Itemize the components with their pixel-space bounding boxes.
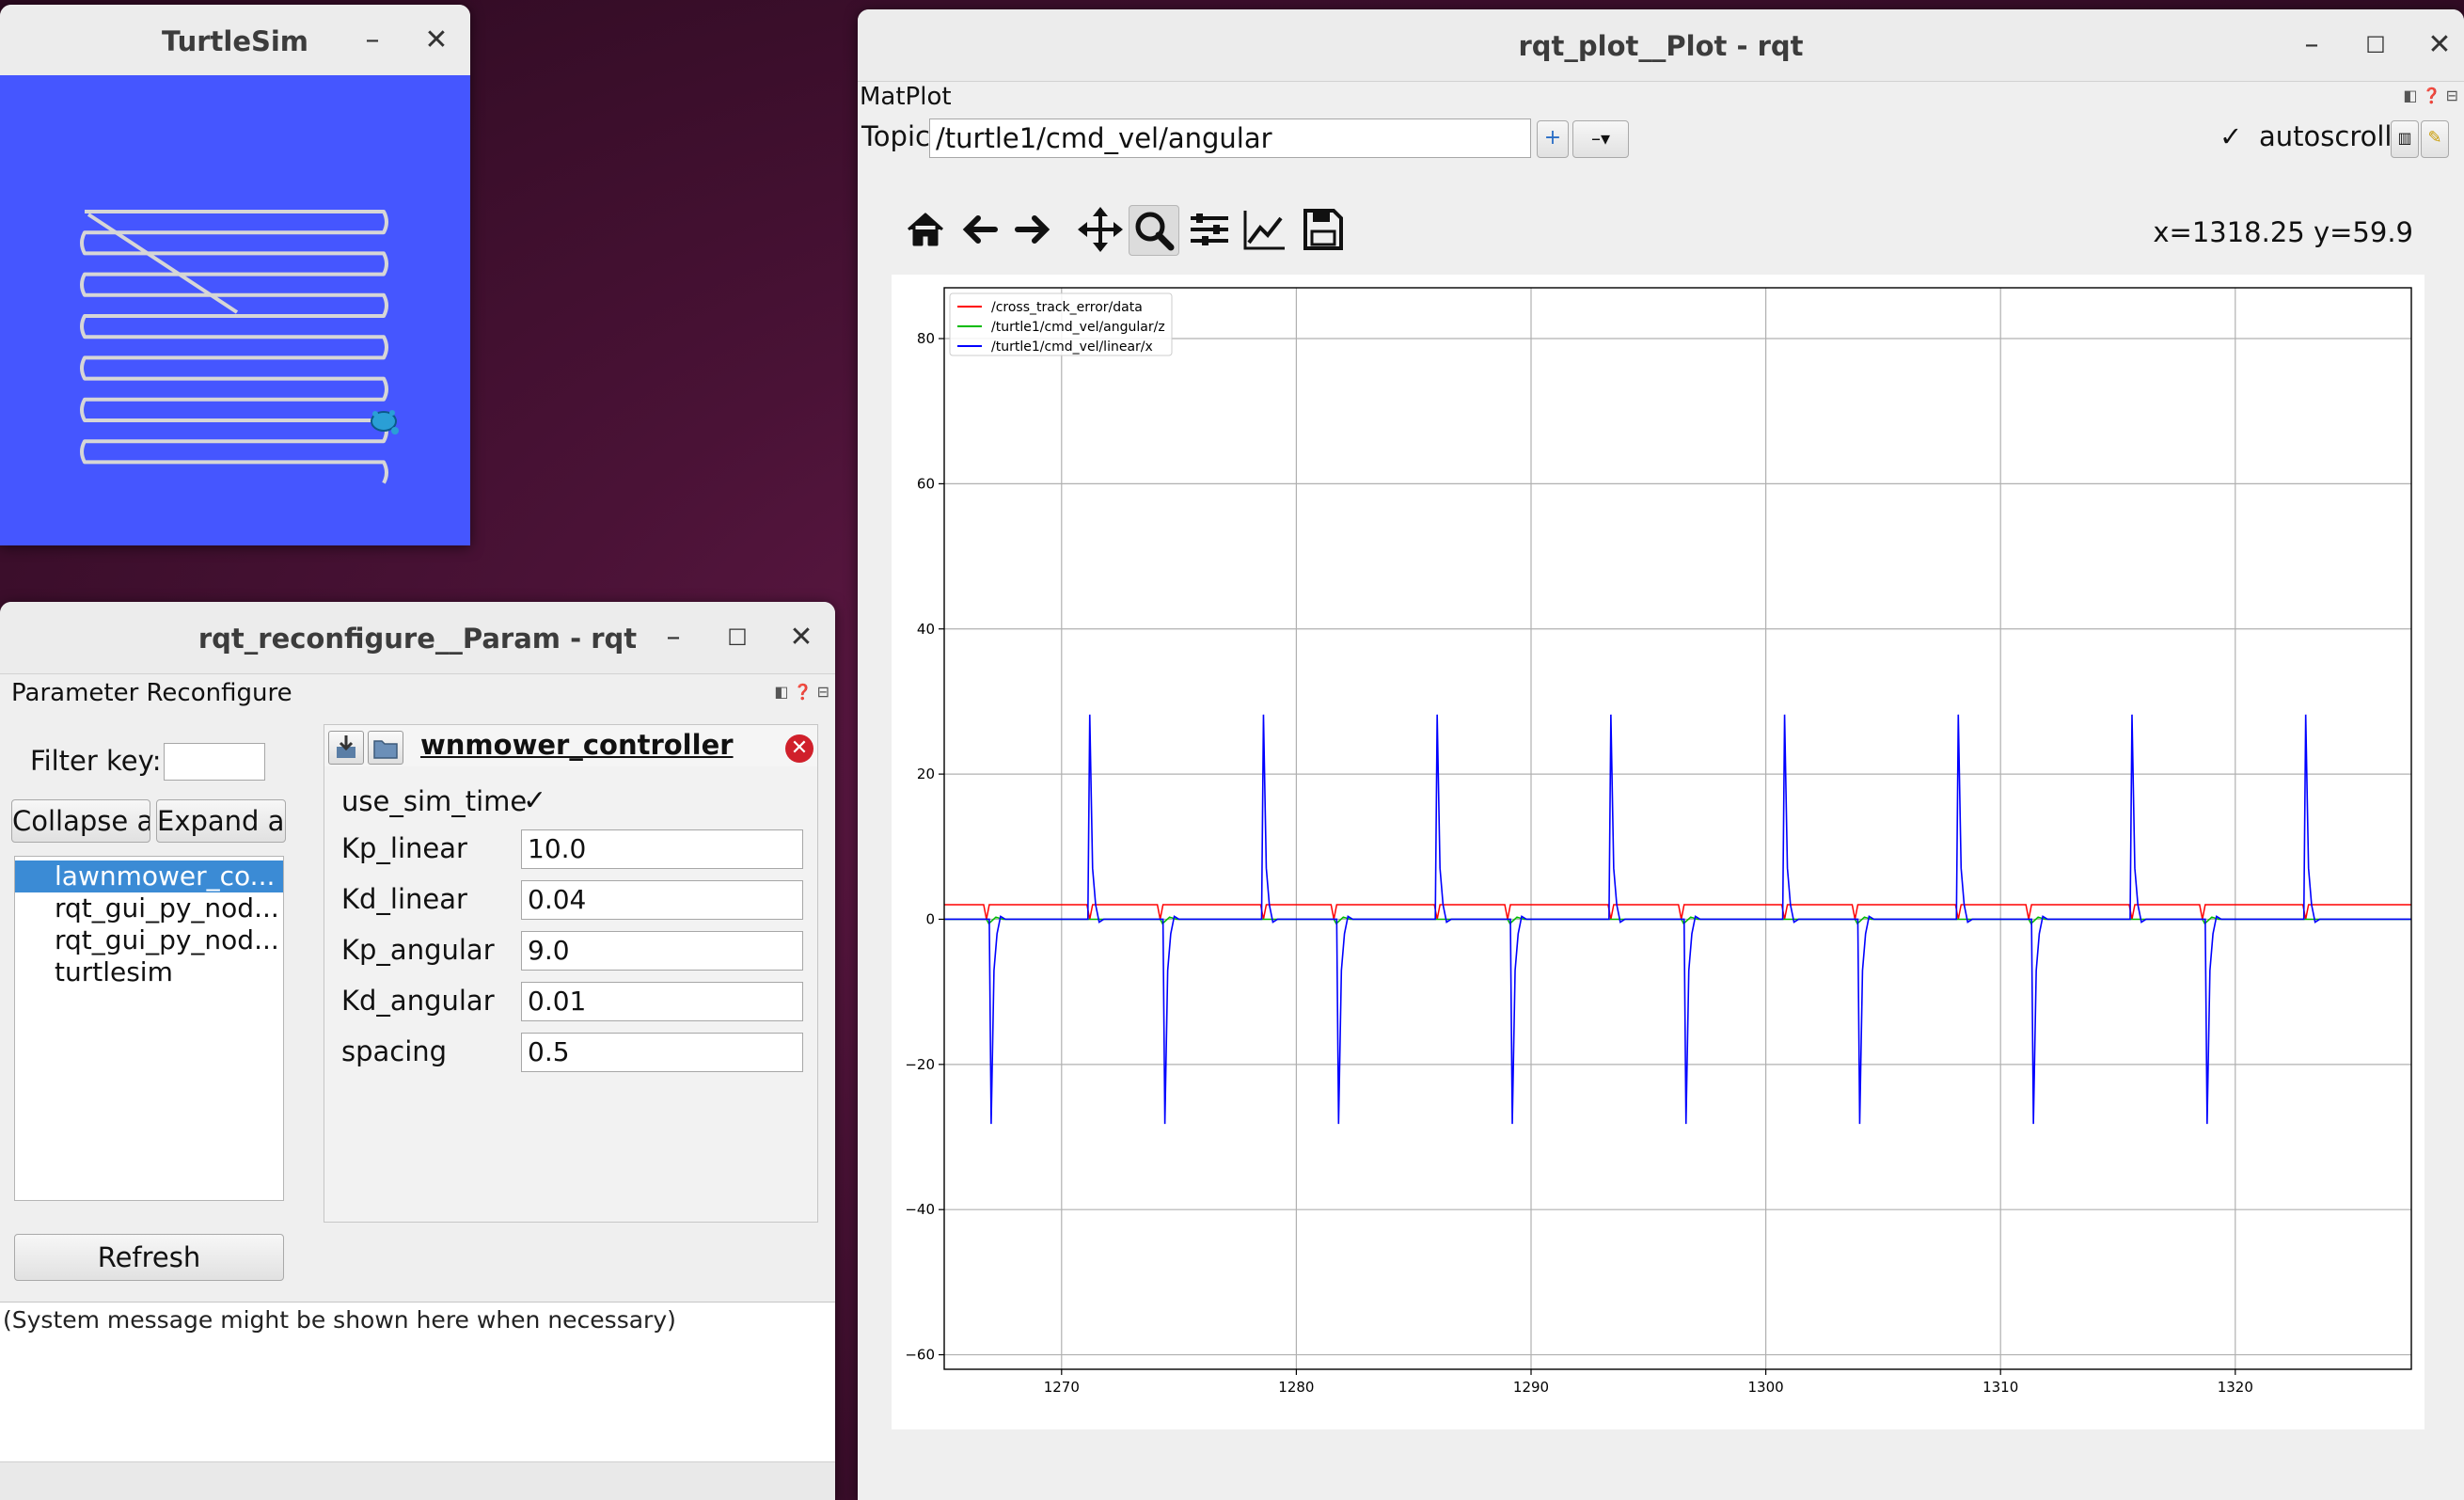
- system-message-area: (System message might be shown here when…: [0, 1302, 835, 1462]
- param-reconfigure-window: rqt_reconfigure__Param - rqt – ☐ ✕ Param…: [0, 602, 835, 1500]
- node-title: wnmower_controller: [420, 729, 734, 761]
- param-dock-header: Parameter Reconfigure ◧ ❓ ⊟: [0, 679, 835, 707]
- plot-figure[interactable]: 1270 1280 1290 1300 1310 1320 −60 −40 −20 0 20 40 60…: [892, 275, 2425, 1429]
- x-tick-label: 1280: [1278, 1379, 1314, 1396]
- topic-input[interactable]: /turtle1/cmd_vel/angular: [929, 118, 1531, 158]
- topic-label: Topic: [861, 120, 930, 152]
- param-name-kd-linear: Kd_linear: [341, 883, 467, 915]
- editor-header: [324, 725, 817, 766]
- spacing-field[interactable]: 0.5: [521, 1033, 803, 1072]
- expand-all-button[interactable]: Expand all: [156, 799, 286, 843]
- autoscroll-label: autoscroll: [2259, 120, 2393, 152]
- close-icon[interactable]: ✕: [424, 24, 449, 56]
- kd-linear-field[interactable]: 0.04: [521, 880, 803, 920]
- turtle-canvas: [0, 75, 470, 545]
- turtlesim-titlebar[interactable]: TurtleSim – ✕: [0, 5, 470, 76]
- x-tick-label: 1300: [1748, 1379, 1784, 1396]
- plot-dock-header: MatPlot ◧ ❓ ⊟: [858, 83, 2464, 111]
- plot-window: rqt_plot__Plot - rqt – ☐ ✕ MatPlot ◧ ❓ ⊟…: [858, 9, 2464, 1500]
- y-tick-label: 0: [925, 910, 935, 927]
- edit-axis-icon[interactable]: [1240, 205, 1288, 254]
- load-icon[interactable]: [328, 731, 364, 765]
- minimize-icon[interactable]: –: [2304, 28, 2319, 61]
- y-tick-label: 60: [917, 475, 935, 492]
- pan-icon[interactable]: [1076, 205, 1125, 254]
- clear-icon[interactable]: ✎: [2421, 120, 2449, 158]
- system-message: (System message might be shown here when…: [3, 1306, 676, 1334]
- legend-box: [949, 292, 1173, 356]
- mow-path-line: [80, 210, 388, 484]
- filter-input[interactable]: [164, 743, 265, 781]
- legend-label: /turtle1/cmd_vel/linear/x: [991, 339, 1153, 355]
- add-topic-button[interactable]: +: [1537, 120, 1569, 158]
- node-item-rqt-gui-1[interactable]: rqt_gui_py_nod...: [55, 892, 279, 924]
- series-linear-x: [944, 714, 2411, 1125]
- maximize-icon[interactable]: ☐: [727, 624, 748, 651]
- y-tick-label: 80: [917, 330, 935, 347]
- use-sim-time-checkbox[interactable]: ✓: [523, 784, 547, 817]
- minimize-icon[interactable]: –: [365, 24, 380, 56]
- autoscroll-checkbox[interactable]: ✓: [2219, 120, 2243, 152]
- node-item-turtlesim[interactable]: turtlesim: [55, 956, 173, 987]
- cursor-coordinates: x=1318.25 y=59.9: [2153, 216, 2413, 248]
- plot-area: [944, 288, 2411, 1369]
- filter-label: Filter key:: [30, 745, 162, 777]
- back-icon[interactable]: [956, 205, 1004, 254]
- param-name-kd-angular: Kd_angular: [341, 985, 495, 1017]
- node-tree[interactable]: lawnmower_co... rqt_gui_py_nod... rqt_gu…: [14, 856, 284, 1201]
- x-tick-label: 1320: [2218, 1379, 2253, 1396]
- close-icon[interactable]: ✕: [789, 621, 813, 654]
- param-name-kp-angular: Kp_angular: [341, 934, 495, 966]
- dock-title: MatPlot: [860, 83, 952, 111]
- maximize-icon[interactable]: ☐: [2365, 32, 2386, 58]
- turtle-icon: [371, 410, 399, 434]
- node-item-lawnmower[interactable]: lawnmower_co...: [15, 861, 283, 892]
- plot-titlebar[interactable]: rqt_plot__Plot - rqt – ☐ ✕: [858, 9, 2464, 82]
- y-tick-label: −60: [905, 1347, 935, 1364]
- dock-tools-icon[interactable]: ◧ ❓ ⊟: [774, 683, 829, 701]
- save-icon[interactable]: [1298, 205, 1347, 254]
- param-name-spacing: spacing: [341, 1035, 448, 1067]
- configure-subplots-icon[interactable]: [1185, 205, 1234, 254]
- y-tick-label: 40: [917, 621, 935, 638]
- turtlesim-title: TurtleSim: [161, 25, 309, 57]
- home-icon[interactable]: [901, 205, 950, 254]
- kp-angular-field[interactable]: 9.0: [521, 931, 803, 971]
- line-chart[interactable]: 1270 1280 1290 1300 1310 1320 −60 −40 −20 0 20 40 60…: [892, 275, 2425, 1429]
- pause-icon[interactable]: ▥: [2391, 120, 2419, 158]
- mow-path-diagonal: [87, 213, 239, 314]
- dock-tools-icon[interactable]: ◧ ❓ ⊟: [2403, 87, 2458, 104]
- node-item-rqt-gui-2[interactable]: rqt_gui_py_nod...: [55, 924, 279, 955]
- param-name-kp-linear: Kp_linear: [341, 832, 467, 864]
- folder-icon[interactable]: [368, 731, 403, 765]
- close-icon[interactable]: ✕: [2427, 28, 2452, 61]
- zoom-icon[interactable]: [1129, 205, 1179, 256]
- kd-angular-field[interactable]: 0.01: [521, 982, 803, 1021]
- collapse-all-button[interactable]: Collapse all: [11, 799, 150, 843]
- param-titlebar[interactable]: rqt_reconfigure__Param - rqt – ☐ ✕: [0, 602, 835, 674]
- remove-topic-button[interactable]: –▾: [1572, 120, 1629, 158]
- series-cross-track-error: [944, 904, 2411, 920]
- x-tick-label: 1310: [1982, 1379, 2018, 1396]
- x-tick-label: 1290: [1513, 1379, 1549, 1396]
- turtlesim-window: TurtleSim – ✕: [0, 5, 470, 545]
- refresh-button[interactable]: Refresh: [14, 1234, 284, 1281]
- plot-frame: [943, 287, 2412, 1370]
- param-name-use-sim-time: use_sim_time: [341, 785, 528, 817]
- status-bar: [0, 1461, 835, 1500]
- param-editor-panel: wnmower_controller ✕: [324, 724, 818, 1223]
- param-window-title: rqt_reconfigure__Param - rqt: [197, 623, 638, 655]
- legend-label: /cross_track_error/data: [991, 300, 1143, 315]
- kp-linear-field[interactable]: 10.0: [521, 829, 803, 869]
- close-node-icon[interactable]: ✕: [785, 734, 813, 763]
- forward-icon[interactable]: [1008, 205, 1057, 254]
- dock-title: Parameter Reconfigure: [11, 679, 292, 707]
- plot-window-title: rqt_plot__Plot - rqt: [1518, 30, 1804, 62]
- y-tick-label: −40: [905, 1201, 935, 1218]
- minimize-icon[interactable]: –: [666, 621, 681, 654]
- x-tick-label: 1270: [1044, 1379, 1080, 1396]
- y-tick-label: −20: [905, 1056, 935, 1073]
- y-tick-label: 20: [917, 766, 935, 782]
- legend-label: /turtle1/cmd_vel/angular/z: [991, 320, 1165, 335]
